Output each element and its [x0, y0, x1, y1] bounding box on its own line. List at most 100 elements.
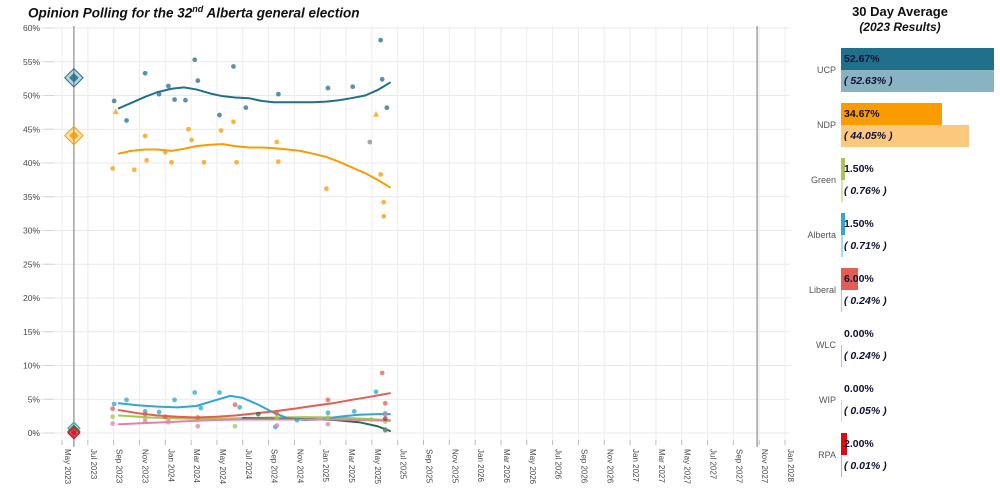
- result-bar: [841, 400, 842, 422]
- x-tick-label: Jul 2026: [554, 449, 563, 480]
- poll-point-ndp: [186, 126, 191, 132]
- poll-point-ndp: [189, 137, 195, 143]
- avg-value: 34.67%: [844, 108, 880, 120]
- party-bars: 1.50% ( 0.76% ): [841, 158, 1000, 202]
- result-bar: [841, 235, 844, 257]
- result-bar: [841, 70, 994, 92]
- poll-point-alberta: [351, 409, 357, 414]
- x-tick-label: Jan 2026: [476, 449, 485, 482]
- poll-point-liberal: [232, 402, 238, 408]
- page-title-text-2: Alberta general election: [203, 5, 360, 21]
- x-tick-label: May 2026: [528, 449, 537, 485]
- x-tick-label: Nov 2027: [760, 449, 769, 484]
- party-bars: 2.00% ( 0.01% ): [841, 433, 1000, 477]
- poll-point-ndp: [274, 139, 280, 145]
- poll-point-liberal: [142, 411, 148, 417]
- poll-point-liberal: [195, 415, 201, 420]
- poll-point-liberal: [274, 411, 280, 416]
- poll-point-alberta: [217, 390, 222, 395]
- poll-point-other: [382, 427, 388, 433]
- x-tick-label: Mar 2025: [347, 449, 356, 483]
- bar-row: ( 0.71% ): [841, 235, 1000, 257]
- bar-row: ( 0.24% ): [841, 345, 1000, 367]
- poll-point-ndp: [218, 128, 224, 134]
- poll-point-ndp: [234, 159, 239, 165]
- x-tick-label: Jan 2027: [631, 449, 640, 482]
- poll-point-ucp: [156, 91, 162, 97]
- bar-row: ( 0.01% ): [841, 455, 1000, 477]
- result-bar: [841, 345, 842, 367]
- election-result-markers: [63, 67, 84, 440]
- party-bars: 0.00% ( 0.05% ): [841, 378, 1000, 422]
- y-tick-label: 0%: [28, 428, 41, 438]
- polling-chart: 0% 5% 10% 15% 20% 25% 30% 35% 40% 45% 50% 55% 60% May…: [23, 23, 795, 485]
- x-tick-label: Nov 2024: [295, 449, 304, 484]
- poll-point-ucp: [195, 78, 201, 84]
- poll-point-rpa: [382, 416, 388, 422]
- bar-row: ( 52.63% ): [841, 70, 1000, 92]
- legend-subtitle: (2023 Results): [859, 20, 941, 34]
- bar-row: 0.00%: [841, 378, 1000, 400]
- poll-point-ndp: [324, 186, 329, 192]
- x-tick-label: Jan 2025: [321, 449, 330, 482]
- y-tick-label: 55%: [23, 57, 40, 67]
- result-bar: [841, 125, 969, 147]
- poll-point-wip: [165, 419, 171, 425]
- poll-point-alberta: [294, 417, 300, 423]
- poll-point-green: [142, 415, 148, 421]
- poll-point-green: [110, 414, 116, 420]
- x-tick-label: Mar 2027: [657, 449, 666, 483]
- party-bars: 34.67% ( 44.05% ): [841, 103, 1000, 147]
- party-bars: 52.67% ( 52.63% ): [841, 48, 1000, 92]
- poll-point-ucp: [217, 112, 222, 118]
- party-bars: 6.00% ( 0.24% ): [841, 268, 1000, 312]
- page-title-text: Opinion Polling for the 32: [28, 5, 193, 21]
- bar-row: ( 44.05% ): [841, 125, 1000, 147]
- poll-point-ucp: [192, 57, 198, 63]
- poll-triangle-ndp: [372, 111, 380, 117]
- y-tick-label: 45%: [23, 124, 40, 134]
- bar-row: 0.00%: [841, 323, 1000, 345]
- party-bars: 1.50% ( 0.71% ): [841, 213, 1000, 257]
- poll-point-ucp: [142, 70, 148, 76]
- poll-point-ndp: [381, 199, 387, 205]
- poll-point-ucp: [325, 85, 331, 91]
- y-tick-label: 50%: [23, 91, 40, 101]
- poll-point-ndp: [144, 157, 150, 163]
- y-tick-label: 20%: [23, 293, 40, 303]
- poll-point-ucp: [243, 105, 249, 111]
- page-title: Opinion Polling for the 32nd Alberta gen…: [28, 4, 360, 21]
- poll-point-ndp: [169, 159, 174, 165]
- x-tick-label: Nov 2025: [450, 449, 459, 484]
- poll-point-wip: [274, 423, 280, 428]
- y-tick-label: 40%: [23, 158, 40, 168]
- avg-bar: [841, 213, 846, 235]
- party-group-wlc: WLC 0.00% ( 0.24% ): [800, 323, 1000, 367]
- trend-line-ndp: [117, 143, 391, 189]
- poll-point-ucp: [384, 105, 390, 111]
- result-value: ( 52.63% ): [844, 75, 893, 87]
- party-label: WIP: [819, 395, 836, 405]
- party-group-green: Green 1.50% ( 0.76% ): [800, 158, 1000, 202]
- x-tick-label: Nov 2023: [140, 449, 149, 484]
- x-tick-label: Jul 2024: [244, 449, 253, 480]
- avg-bar: [841, 48, 994, 70]
- avg-bar: [841, 433, 847, 455]
- bar-row: ( 0.05% ): [841, 400, 1000, 422]
- party-group-rpa: RPA 2.00% ( 0.01% ): [800, 433, 1000, 477]
- y-tick-label: 30%: [23, 226, 40, 236]
- poll-point-ndp: [231, 119, 236, 125]
- avg-value: 1.50%: [844, 218, 874, 230]
- x-tick-label: Jul 2025: [399, 449, 408, 480]
- poll-point-ucp: [378, 37, 384, 43]
- poll-points: [110, 37, 390, 433]
- result-bar: [841, 180, 844, 202]
- avg-value: 0.00%: [844, 383, 874, 395]
- party-label: NDP: [816, 120, 836, 130]
- avg-bar: [841, 268, 859, 290]
- result-value: ( 0.24% ): [844, 350, 887, 362]
- poll-triangle-ndp: [112, 108, 119, 115]
- poll-point-ndp: [381, 213, 387, 219]
- x-tick-label: Jul 2027: [709, 449, 718, 480]
- bar-row: 1.50%: [841, 213, 1000, 235]
